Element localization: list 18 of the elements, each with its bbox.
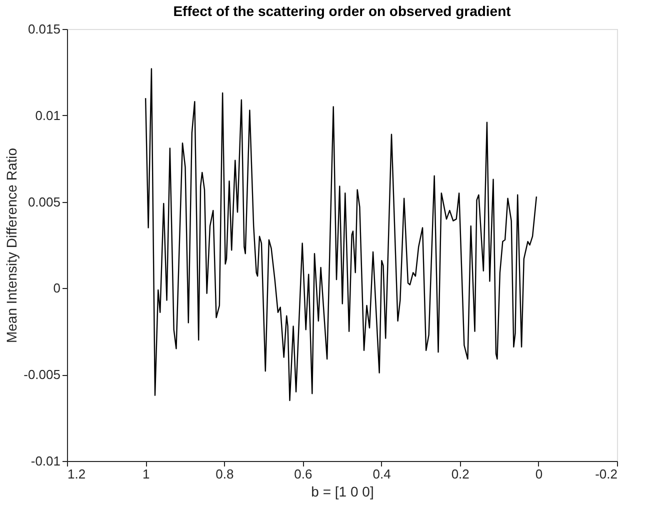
y-tick-label: -0.01 — [30, 454, 60, 468]
chart-title: Effect of the scattering order on observed gradient — [173, 3, 512, 19]
y-tick-label: 0.015 — [28, 22, 60, 36]
x-tick-label: 1.2 — [68, 466, 86, 482]
x-tick-label: -0.2 — [595, 466, 618, 482]
line-series — [144, 68, 538, 402]
x-tick-label: 0.6 — [294, 466, 312, 482]
y-tick-label: -0.005 — [24, 367, 60, 382]
x-tick-label: 0.8 — [216, 466, 234, 482]
y-tick-label: 0.005 — [28, 194, 60, 210]
y-tick-label: 0 — [53, 280, 60, 296]
x-axis-title: b = [1 0 0] — [311, 484, 374, 500]
y-tick-label: 0.01 — [35, 108, 60, 123]
x-tick-label: 1 — [142, 466, 150, 482]
x-tick-label: 0 — [535, 466, 543, 482]
x-tick-label: 0.4 — [372, 466, 391, 482]
y-axis-title: Mean Intensity Difference Ratio — [4, 148, 20, 344]
x-tick-label: 0.2 — [451, 466, 470, 482]
